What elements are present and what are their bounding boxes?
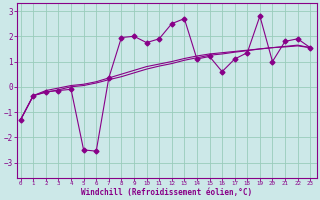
X-axis label: Windchill (Refroidissement éolien,°C): Windchill (Refroidissement éolien,°C) xyxy=(81,188,252,197)
